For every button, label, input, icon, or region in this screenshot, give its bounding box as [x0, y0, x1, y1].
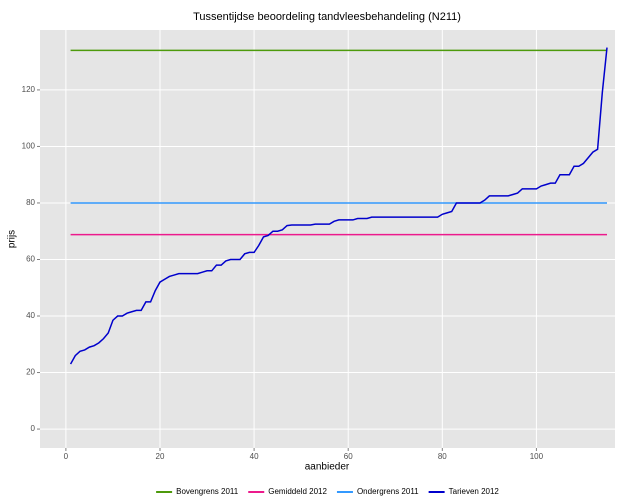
x-tick-label: 100	[530, 452, 544, 461]
legend-label: Tarieven 2012	[449, 487, 500, 496]
y-tick-label: 60	[26, 255, 35, 264]
legend-label: Ondergrens 2011	[357, 487, 419, 496]
y-tick-label: 100	[22, 142, 36, 151]
x-tick-label: 0	[64, 452, 69, 461]
x-tick-label: 80	[438, 452, 447, 461]
x-axis-label: aanbieder	[305, 462, 350, 473]
x-tick-label: 20	[156, 452, 165, 461]
y-tick-label: 40	[26, 311, 35, 320]
y-tick-label: 0	[31, 424, 36, 433]
series-line	[69, 47, 608, 365]
x-tick-label: 60	[344, 452, 353, 461]
chart-title: Tussentijdse beoordeling tandvleesbehand…	[193, 11, 461, 23]
plot-panel	[40, 30, 615, 448]
y-tick-label: 120	[22, 85, 36, 94]
x-tick-label: 40	[250, 452, 259, 461]
legend-label: Bovengrens 2011	[176, 487, 239, 496]
y-tick-label: 80	[26, 198, 35, 207]
y-axis-label: prijs	[7, 230, 18, 248]
y-tick-label: 20	[26, 368, 35, 377]
legend-label: Gemiddeld 2012	[268, 487, 327, 496]
